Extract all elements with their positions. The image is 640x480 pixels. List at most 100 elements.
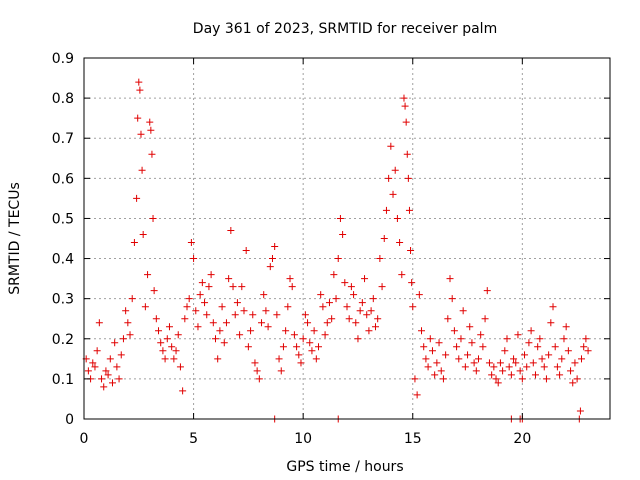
data-point — [325, 299, 333, 307]
data-point — [408, 279, 416, 287]
data-point — [542, 375, 550, 383]
data-point — [472, 367, 480, 375]
data-point — [260, 291, 268, 299]
data-point — [374, 315, 382, 323]
y-tick-label: 0.2 — [52, 332, 74, 348]
data-point — [209, 319, 217, 327]
data-point — [293, 343, 301, 351]
data-point — [203, 311, 211, 319]
data-point — [499, 367, 507, 375]
x-tick-label: 10 — [294, 431, 312, 447]
data-point — [317, 291, 325, 299]
data-point — [461, 363, 469, 371]
data-point — [104, 371, 112, 379]
data-point — [91, 363, 99, 371]
data-point — [492, 375, 500, 383]
data-point — [207, 271, 215, 279]
y-tick-label: 0.6 — [52, 171, 74, 187]
data-point — [453, 343, 461, 351]
data-point — [343, 303, 351, 311]
data-point — [277, 367, 285, 375]
data-point — [516, 367, 524, 375]
data-point — [336, 214, 344, 222]
data-point — [330, 271, 338, 279]
y-axis-label: SRMTID / TECUs — [7, 182, 23, 295]
data-point — [190, 255, 198, 263]
data-point — [119, 335, 127, 343]
data-point — [163, 335, 171, 343]
data-point — [220, 339, 228, 347]
data-point — [446, 275, 454, 283]
y-tick-label: 0.1 — [52, 372, 74, 388]
data-point — [371, 323, 379, 331]
data-point — [578, 355, 586, 363]
data-point — [433, 359, 441, 367]
data-point — [185, 295, 193, 303]
data-point — [503, 335, 511, 343]
data-point — [466, 323, 474, 331]
data-point — [137, 130, 145, 138]
data-point — [380, 235, 388, 242]
x-tick-label: 0 — [80, 431, 89, 447]
chart-title: Day 361 of 2023, SRMTID for receiver pal… — [193, 21, 497, 37]
data-point — [89, 359, 97, 367]
data-point — [560, 335, 568, 343]
data-point — [133, 194, 141, 202]
data-point — [323, 319, 331, 327]
data-point — [411, 375, 419, 383]
data-point — [558, 355, 566, 363]
data-point — [584, 347, 592, 355]
data-point — [505, 363, 513, 371]
data-point — [545, 351, 553, 359]
data-point — [556, 371, 564, 379]
data-point — [122, 307, 130, 315]
data-point — [126, 331, 134, 339]
data-point — [457, 335, 465, 343]
data-point — [334, 255, 342, 263]
data-point — [102, 367, 110, 375]
data-point — [396, 239, 404, 247]
data-point — [212, 335, 219, 343]
data-point — [576, 407, 584, 415]
data-point — [424, 363, 432, 371]
data-point — [240, 307, 248, 315]
data-point — [403, 150, 411, 158]
y-tick-label: 0.7 — [52, 131, 74, 147]
y-tick-label: 0.5 — [52, 211, 74, 227]
data-point — [437, 367, 445, 375]
data-point — [124, 319, 132, 327]
data-point — [356, 307, 364, 315]
data-point — [139, 230, 147, 238]
data-point — [117, 351, 125, 359]
data-point — [415, 291, 423, 299]
data-point — [149, 214, 157, 222]
data-point — [553, 363, 561, 371]
data-point — [115, 375, 123, 383]
data-points — [82, 78, 592, 423]
data-point — [345, 315, 353, 323]
data-point — [413, 391, 421, 399]
data-point — [369, 295, 377, 303]
x-tick-label: 15 — [404, 431, 422, 447]
data-point — [378, 283, 386, 291]
data-point — [236, 331, 244, 339]
data-point — [108, 379, 116, 387]
data-point — [288, 283, 296, 291]
data-point — [262, 307, 270, 315]
data-point — [192, 307, 200, 315]
data-point — [295, 351, 303, 359]
data-point — [527, 327, 535, 335]
data-point — [475, 355, 482, 363]
data-point — [174, 331, 182, 339]
data-point — [135, 78, 143, 86]
grid-lines — [84, 58, 610, 419]
x-axis-label: GPS time / hours — [286, 459, 403, 475]
data-point — [428, 347, 436, 355]
data-point — [138, 166, 146, 174]
data-point — [573, 375, 581, 383]
data-point — [93, 347, 101, 355]
data-point — [490, 363, 498, 371]
data-point — [361, 275, 369, 283]
data-point — [266, 263, 274, 271]
data-point — [247, 327, 255, 335]
